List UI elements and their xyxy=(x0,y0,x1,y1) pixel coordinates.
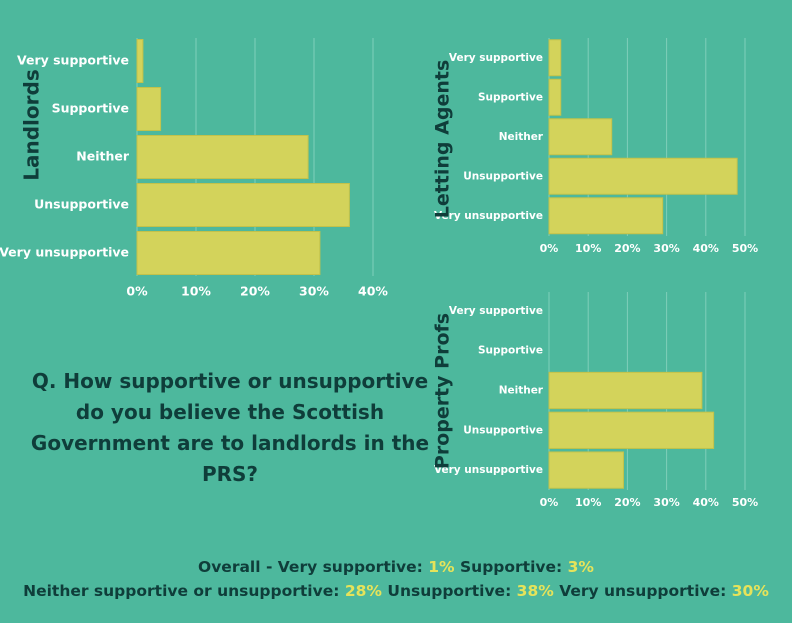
category-label: Very supportive xyxy=(17,53,129,68)
summary-neither-value: 28% xyxy=(344,582,382,600)
bar xyxy=(548,451,624,489)
category-label: Very unsupportive xyxy=(0,245,129,260)
tick-label: 50% xyxy=(732,496,758,509)
bar xyxy=(548,371,703,410)
category-label: Supportive xyxy=(52,101,129,116)
summary-unsupportive-value: 38% xyxy=(516,582,554,600)
bar xyxy=(136,135,309,179)
category-label: Unsupportive xyxy=(463,424,543,436)
chart-title: Landlords xyxy=(20,69,44,180)
tick-label: 20% xyxy=(614,242,640,255)
bar xyxy=(548,411,715,449)
category-label: Very supportive xyxy=(449,52,543,64)
summary-very-supportive-value: 1% xyxy=(428,558,455,576)
chart-title: Property Profs xyxy=(432,313,454,469)
summary-supportive-label: Supportive: xyxy=(460,558,568,576)
chart-title: Letting Agents xyxy=(432,60,454,219)
tick-label: 40% xyxy=(693,242,719,255)
summary-very-supportive-label: Overall - Very supportive: xyxy=(198,558,429,576)
tick-label: 0% xyxy=(540,242,559,255)
tick-label: 0% xyxy=(126,284,148,299)
tick-label: 30% xyxy=(653,496,679,509)
bar xyxy=(136,87,162,131)
category-label: Neither xyxy=(499,131,544,143)
bar xyxy=(548,39,562,77)
category-label: Unsupportive xyxy=(463,170,543,182)
category-label: Supportive xyxy=(478,345,543,357)
tick-label: 30% xyxy=(653,242,679,255)
tick-label: 0% xyxy=(540,496,559,509)
category-label: Very supportive xyxy=(449,305,543,317)
tick-label: 30% xyxy=(299,284,329,299)
category-label: Neither xyxy=(76,149,130,164)
question-text: Q. How supportive or unsupportive do you… xyxy=(30,369,430,486)
bar xyxy=(548,157,738,195)
bar xyxy=(548,78,562,116)
bar xyxy=(548,118,613,156)
summary-line-2: Neither supportive or unsupportive: 28% … xyxy=(0,582,792,600)
summary-very-unsupportive-label: Very unsupportive: xyxy=(559,582,732,600)
tick-label: 20% xyxy=(614,496,640,509)
summary-unsupportive-label: Unsupportive: xyxy=(387,582,517,600)
tick-label: 10% xyxy=(575,496,601,509)
bar xyxy=(136,39,144,83)
category-label: Supportive xyxy=(478,91,543,103)
summary-neither-label: Neither supportive or unsupportive: xyxy=(23,582,345,600)
tick-label: 40% xyxy=(358,284,388,299)
category-label: Unsupportive xyxy=(34,197,129,212)
summary-supportive-value: 3% xyxy=(567,558,594,576)
tick-label: 50% xyxy=(732,242,758,255)
summary-line-1: Overall - Very supportive: 1% Supportive… xyxy=(0,558,792,576)
bar xyxy=(548,197,664,235)
bar xyxy=(136,231,321,275)
category-label: Neither xyxy=(499,385,544,397)
tick-label: 10% xyxy=(181,284,211,299)
bar xyxy=(136,183,350,227)
category-label: Very unsupportive xyxy=(434,464,543,476)
summary-very-unsupportive-value: 30% xyxy=(731,582,769,600)
tick-label: 10% xyxy=(575,242,601,255)
tick-label: 40% xyxy=(693,496,719,509)
tick-label: 20% xyxy=(240,284,270,299)
category-label: Very unsupportive xyxy=(434,210,543,222)
